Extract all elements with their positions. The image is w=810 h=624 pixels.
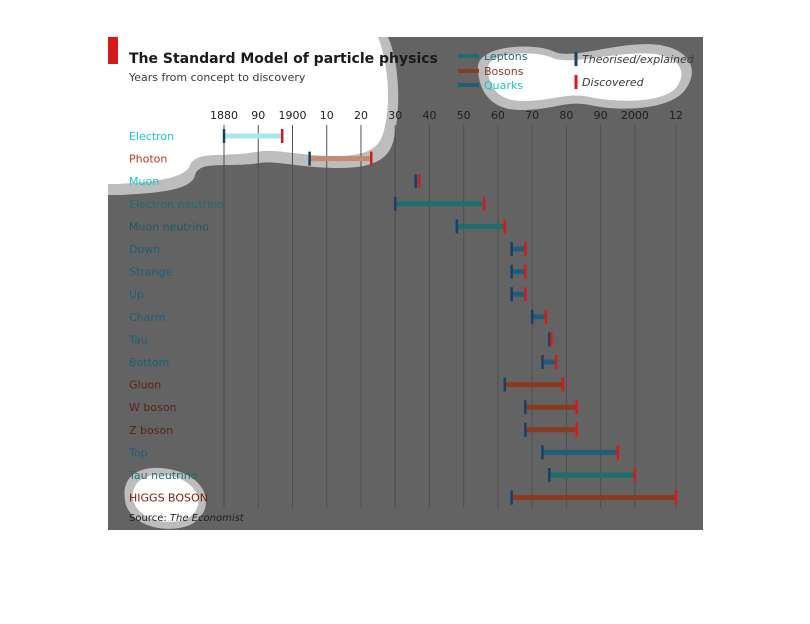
legend-label-discovered: Discovered — [582, 76, 645, 89]
row-label: Down — [129, 243, 160, 256]
row-label: Charm — [129, 311, 165, 324]
row-label: Electron neutrino — [129, 198, 224, 211]
x-tick-label: 40 — [422, 109, 436, 122]
chart-title: The Standard Model of particle physics — [129, 51, 438, 67]
legend-label-quarks: Quarks — [484, 79, 523, 92]
row-label: Muon neutrino — [129, 220, 209, 233]
highlight-region-top — [108, 37, 399, 195]
row-label: Bottom — [129, 356, 169, 369]
row-label: Z boson — [129, 424, 173, 437]
legend-label-leptons: Leptons — [484, 50, 528, 63]
row-label: Tau — [128, 333, 148, 346]
row-label: Up — [129, 288, 144, 301]
x-axis-ticks: 1880 90 1900 10 20 30 40 50 60 70 80 90 2000 12 — [210, 109, 683, 122]
brand-flag — [108, 37, 118, 64]
x-tick-label: 12 — [669, 109, 683, 122]
row-label: Top — [128, 446, 148, 459]
row-label: Strange — [129, 266, 173, 279]
row-label: Tau neutrino — [128, 469, 198, 482]
x-tick-label: 20 — [354, 109, 368, 122]
row-label: Muon — [129, 175, 159, 188]
x-tick-label: 90 — [251, 109, 265, 122]
range-bars — [222, 129, 678, 505]
x-tick-label: 90 — [594, 109, 608, 122]
row-label: HIGGS BOSON — [129, 492, 208, 505]
x-tick-label: 50 — [457, 109, 471, 122]
x-tick-label: 10 — [320, 109, 334, 122]
chart-subtitle: Years from concept to discovery — [128, 71, 306, 84]
row-label: Electron — [129, 130, 174, 143]
x-tick-label: 30 — [388, 109, 402, 122]
x-tick-label: 80 — [559, 109, 573, 122]
legend: Leptons Bosons Quarks Theorised/explaine… — [458, 50, 695, 92]
legend-label-theorised: Theorised/explained — [582, 53, 695, 66]
legend-label-bosons: Bosons — [484, 65, 524, 78]
row-label: W boson — [129, 401, 177, 414]
source-name: The Economist — [170, 513, 245, 524]
x-tick-label: 70 — [525, 109, 539, 122]
source-prefix: Source: — [129, 513, 170, 524]
x-tick-label: 2000 — [621, 109, 649, 122]
x-tick-label: 1900 — [278, 109, 306, 122]
gridlines — [223, 125, 677, 508]
highlight-region-bottom — [124, 467, 207, 529]
x-tick-label: 60 — [491, 109, 505, 122]
source-note: Source: The Economist — [129, 513, 245, 524]
x-tick-label: 1880 — [210, 109, 238, 122]
row-label: Gluon — [129, 379, 161, 392]
row-label: Photon — [129, 153, 167, 166]
row-labels: Electron Photon Muon Electron neutrino Muon … — [128, 130, 224, 505]
highlight-region-legend — [478, 44, 692, 110]
